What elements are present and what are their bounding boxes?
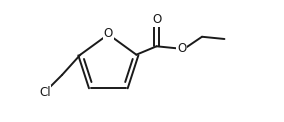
Text: Cl: Cl: [39, 86, 51, 99]
Text: O: O: [104, 27, 113, 40]
Text: O: O: [177, 42, 186, 55]
Text: O: O: [152, 13, 161, 26]
